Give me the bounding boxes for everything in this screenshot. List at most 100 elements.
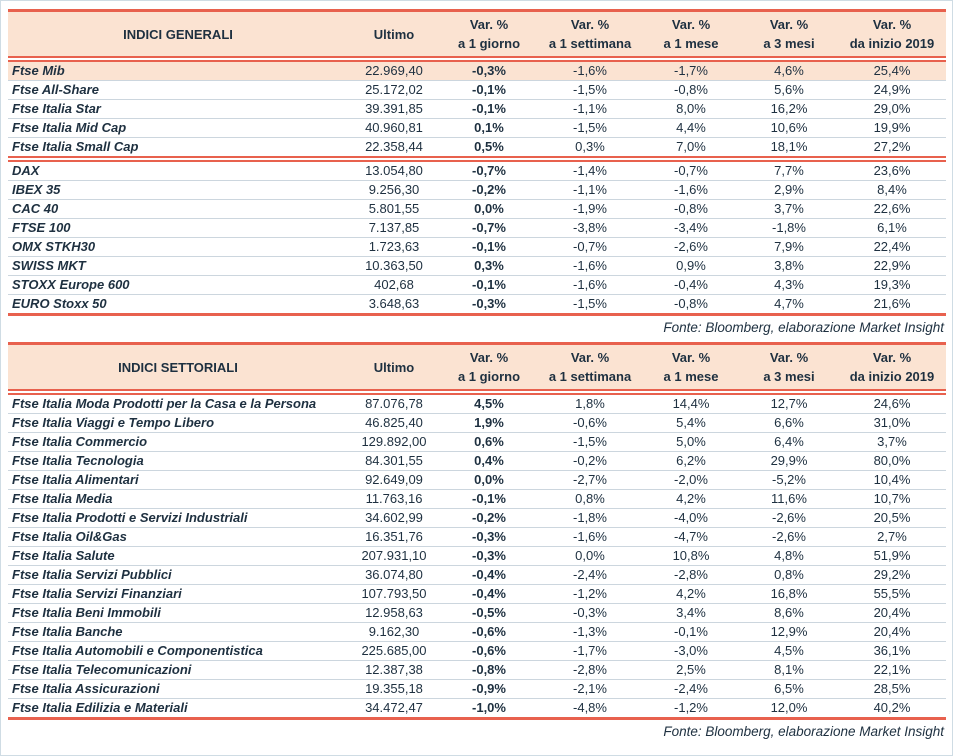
w1-value-cell: -0,2% — [538, 451, 642, 471]
column-header-m3-top: Var. % — [769, 17, 809, 32]
m1-value-cell: 3,4% — [642, 603, 740, 623]
m1-value-cell: -1,2% — [674, 700, 708, 715]
index-name-cell: Ftse Italia Media — [8, 489, 348, 509]
ytd-value-cell: 29,2% — [838, 565, 946, 585]
column-header-ultimo: Ultimo — [348, 343, 440, 390]
index-name-cell: Ftse Italia Assicurazioni — [8, 679, 348, 699]
index-name-cell: CAC 40 — [8, 199, 348, 219]
m1-value-cell: -2,6% — [642, 237, 740, 257]
ytd-value-cell: 51,9% — [838, 546, 946, 566]
w1-value-cell: 1,8% — [538, 394, 642, 414]
column-header-ultimo: Ultimo — [348, 10, 440, 57]
table-row: Ftse Italia Telecomunicazioni 12.387,38 -0… — [8, 660, 946, 680]
ultimo-value-cell: 3.648,63 — [368, 296, 420, 311]
ultimo-value-cell: 1.723,63 — [348, 237, 440, 257]
table-row: OMX STKH30 1.723,63 -0,1% -0,7% -2,6% 7,9% 22,… — [8, 237, 946, 257]
d1-value-cell: -0,6% — [440, 641, 538, 661]
m1-value-cell: 4,2% — [642, 584, 740, 604]
ultimo-value-cell: 22.969,40 — [348, 61, 440, 81]
column-header-ytd: Var. % da inizio 2019 — [838, 10, 946, 57]
table-row: Ftse Italia Beni Immobili 12.958,63 -0,5% -… — [8, 603, 946, 623]
table-title: INDICI GENERALI — [123, 26, 233, 42]
ytd-value-cell: 20,4% — [838, 603, 946, 623]
m3-value-cell: 6,4% — [740, 432, 838, 452]
table-row: Ftse Italia Prodotti e Servizi Industria… — [8, 508, 946, 528]
m3-value-cell: 11,6% — [740, 489, 838, 509]
ultimo-value-cell: 22.358,44 — [348, 137, 440, 158]
ultimo-value-cell: 10.363,50 — [348, 256, 440, 276]
column-header-m1-bottom: a 1 mese — [663, 36, 719, 51]
column-header-ultimo-top: Ultimo — [373, 359, 415, 375]
index-name-cell: Ftse Italia Oil&Gas — [8, 527, 348, 547]
source-note: Fonte: Bloomberg, elaborazione Market In… — [663, 724, 944, 739]
w1-value-cell: -1,5% — [538, 432, 642, 452]
column-header-m3-bottom: a 3 mesi — [763, 369, 815, 384]
m3-value-cell: -1,8% — [740, 218, 838, 238]
m3-value-cell: -2,6% — [740, 508, 838, 528]
d1-value-cell: -0,7% — [440, 218, 538, 238]
w1-value-cell: 0,8% — [538, 489, 642, 509]
table-row: Ftse Italia Banche 9.162,30 -0,6% -1,3% -0,1… — [8, 622, 946, 642]
d1-value-cell: -0,1% — [440, 275, 538, 295]
m3-value-cell: 4,5% — [740, 641, 838, 661]
w1-value-cell: -2,7% — [538, 470, 642, 490]
ytd-value-cell: 3,7% — [838, 432, 946, 452]
index-name-cell: IBEX 35 — [8, 180, 348, 200]
d1-value-cell: 4,5% — [440, 394, 538, 414]
header-row: INDICI SETTORIALI Ultimo Var. % a 1 giorno… — [8, 343, 946, 390]
m3-value-cell: 3,7% — [740, 199, 838, 219]
table-row: EURO Stoxx 50 3.648,63 -0,3% -1,5% -0,8% 4,7%… — [8, 295, 946, 315]
ultimo-value-cell: 36.074,80 — [348, 565, 440, 585]
index-name-cell: Ftse Italia Edilizia e Materiali — [12, 700, 188, 715]
w1-value-cell: -1,1% — [538, 180, 642, 200]
d1-value-cell: 0,6% — [440, 432, 538, 452]
w1-value-cell: -3,8% — [538, 218, 642, 238]
d1-value-cell: -0,1% — [440, 489, 538, 509]
m1-value-cell: -1,6% — [642, 180, 740, 200]
m3-value-cell: 0,8% — [740, 565, 838, 585]
w1-value-cell: -2,8% — [538, 660, 642, 680]
table-row: Ftse Italia Alimentari 92.649,09 0,0% -2,7%… — [8, 470, 946, 490]
ytd-value-cell: 20,4% — [838, 622, 946, 642]
index-name-cell: Ftse Italia Beni Immobili — [8, 603, 348, 623]
d1-value-cell: -0,6% — [440, 622, 538, 642]
ultimo-value-cell: 12.958,63 — [348, 603, 440, 623]
m3-value-cell: 5,6% — [740, 80, 838, 100]
ytd-value-cell: 2,7% — [838, 527, 946, 547]
table-title: INDICI SETTORIALI — [118, 359, 238, 375]
index-name-cell: Ftse Italia Moda Prodotti per la Casa e … — [8, 394, 348, 414]
column-header-m1-bottom: a 1 mese — [663, 369, 719, 384]
table-row: CAC 40 5.801,55 0,0% -1,9% -0,8% 3,7% 22,6% — [8, 199, 946, 219]
d1-value-cell: 0,0% — [440, 199, 538, 219]
table-row: FTSE 100 7.137,85 -0,7% -3,8% -3,4% -1,8% 6,1% — [8, 218, 946, 238]
m1-value-cell: -2,4% — [642, 679, 740, 699]
ytd-value-cell: 36,1% — [838, 641, 946, 661]
ytd-value-cell: 24,6% — [838, 394, 946, 414]
ultimo-value-cell: 9.256,30 — [348, 180, 440, 200]
m1-value-cell: -0,8% — [642, 199, 740, 219]
ytd-value-cell: 22,1% — [838, 660, 946, 680]
double-rule-divider — [8, 156, 946, 162]
column-header-w1-top: Var. % — [570, 17, 610, 32]
ultimo-value-cell: 87.076,78 — [348, 394, 440, 414]
d1-value-cell: 0,4% — [440, 451, 538, 471]
ultimo-value-cell: 225.685,00 — [348, 641, 440, 661]
index-name-cell: Ftse Italia Small Cap — [8, 137, 348, 158]
m3-value-cell: 7,7% — [740, 161, 838, 181]
column-header-d1-bottom: a 1 giorno — [457, 369, 521, 384]
column-header-m1: Var. % a 1 mese — [642, 10, 740, 57]
ultimo-value-cell: 13.054,80 — [348, 161, 440, 181]
w1-value-cell: -1,6% — [538, 256, 642, 276]
m1-value-cell: 6,2% — [642, 451, 740, 471]
w1-value-cell: -1,5% — [538, 118, 642, 138]
ytd-value-cell: 25,4% — [838, 61, 946, 81]
w1-value-cell: -1,2% — [538, 584, 642, 604]
table-row: SWISS MKT 10.363,50 0,3% -1,6% 0,9% 3,8% 22,9% — [8, 256, 946, 276]
m1-value-cell: 8,0% — [642, 99, 740, 119]
table-row: DAX 13.054,80 -0,7% -1,4% -0,7% 7,7% 23,6% — [8, 161, 946, 181]
m3-value-cell: 16,8% — [740, 584, 838, 604]
m3-value-cell: 3,8% — [740, 256, 838, 276]
ultimo-value-cell: 19.355,18 — [348, 679, 440, 699]
ytd-value-cell: 28,5% — [838, 679, 946, 699]
index-name-cell: Ftse Italia Salute — [8, 546, 348, 566]
